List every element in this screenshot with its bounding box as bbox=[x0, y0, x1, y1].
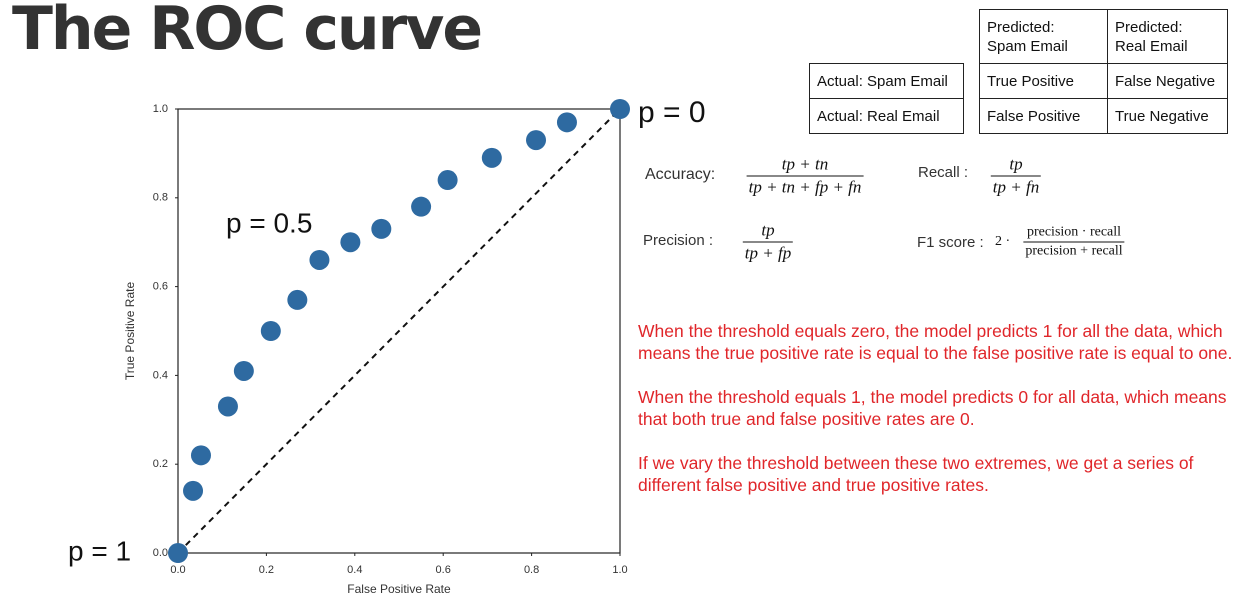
point bbox=[556, 112, 577, 133]
table-header: Predicted: Spam Email bbox=[979, 9, 1108, 64]
numerator: precision · recall bbox=[1026, 224, 1122, 240]
fraction: tp + tn tp + tn + fp + fn bbox=[746, 154, 864, 199]
x-tick-label: 0.0 bbox=[170, 564, 185, 576]
y-tick-label: 0.6 bbox=[153, 281, 168, 293]
y-tick-label: 0.0 bbox=[153, 547, 168, 559]
point bbox=[190, 445, 211, 466]
formula-label: F1 score : bbox=[917, 234, 984, 251]
point bbox=[309, 249, 330, 270]
annotation: p = 1 bbox=[68, 535, 131, 566]
denominator: tp + fp bbox=[742, 241, 794, 263]
point bbox=[610, 99, 630, 119]
table-header: Predicted: Real Email bbox=[1107, 9, 1228, 64]
diagonal bbox=[177, 108, 621, 554]
numerator: tp bbox=[761, 220, 775, 240]
annotation: p = 0 bbox=[638, 96, 706, 129]
denominator: precision + recall bbox=[1023, 241, 1125, 259]
point bbox=[340, 232, 361, 253]
x-tick-label: 0.6 bbox=[436, 564, 451, 576]
table-cell: True Positive bbox=[979, 63, 1108, 99]
row-label: Actual: Real Email bbox=[809, 98, 964, 134]
numerator: tp bbox=[1009, 154, 1023, 174]
x-axis-title: False Positive Rate bbox=[347, 582, 451, 596]
table-cell: False Negative bbox=[1107, 63, 1228, 99]
denominator: tp + fn bbox=[990, 175, 1042, 197]
point bbox=[411, 196, 432, 217]
point bbox=[168, 543, 188, 563]
point bbox=[287, 289, 308, 310]
y-tick-label: 0.4 bbox=[153, 369, 168, 381]
point bbox=[371, 218, 392, 239]
point bbox=[437, 170, 458, 191]
numerator: tp + tn bbox=[781, 154, 829, 174]
point bbox=[233, 360, 254, 381]
formula-label: Precision : bbox=[643, 232, 714, 249]
table-cell: True Negative bbox=[1107, 98, 1228, 134]
fraction: tp tp + fn bbox=[990, 154, 1042, 199]
plot-frame bbox=[177, 108, 621, 554]
notes: When the threshold equals zero, the mode… bbox=[638, 320, 1233, 518]
point bbox=[183, 480, 204, 501]
annotation: p = 0.5 bbox=[226, 207, 312, 238]
note: When the threshold equals 1, the model p… bbox=[638, 387, 1227, 429]
x-tick-label: 0.4 bbox=[347, 564, 362, 576]
point bbox=[217, 396, 238, 417]
point bbox=[526, 130, 547, 151]
y-axis-title: True Positive Rate bbox=[123, 282, 137, 381]
fraction: precision · recall precision + recall bbox=[1023, 224, 1125, 261]
formula-label: Recall : bbox=[918, 164, 969, 181]
y-tick-label: 0.8 bbox=[153, 192, 168, 204]
x-tick-label: 1.0 bbox=[612, 564, 627, 576]
denominator: tp + tn + fp + fn bbox=[746, 175, 864, 197]
x-tick-label: 0.2 bbox=[259, 564, 274, 576]
x-tick-label: 0.8 bbox=[524, 564, 539, 576]
point bbox=[260, 321, 281, 341]
formula-prefix: 2 · bbox=[995, 234, 1011, 249]
note: When the threshold equals zero, the mode… bbox=[638, 321, 1233, 363]
formula-label: Accuracy: bbox=[645, 166, 716, 183]
row-label: Actual: Spam Email bbox=[809, 63, 964, 99]
fraction: tp tp + fp bbox=[742, 220, 794, 265]
note: If we vary the threshold between these t… bbox=[638, 453, 1194, 495]
slide-title: The ROC curve bbox=[12, 0, 483, 64]
y-tick-label: 0.2 bbox=[153, 458, 168, 470]
point bbox=[481, 147, 502, 168]
y-tick-label: 1.0 bbox=[153, 103, 168, 115]
table-cell: False Positive bbox=[979, 98, 1108, 134]
